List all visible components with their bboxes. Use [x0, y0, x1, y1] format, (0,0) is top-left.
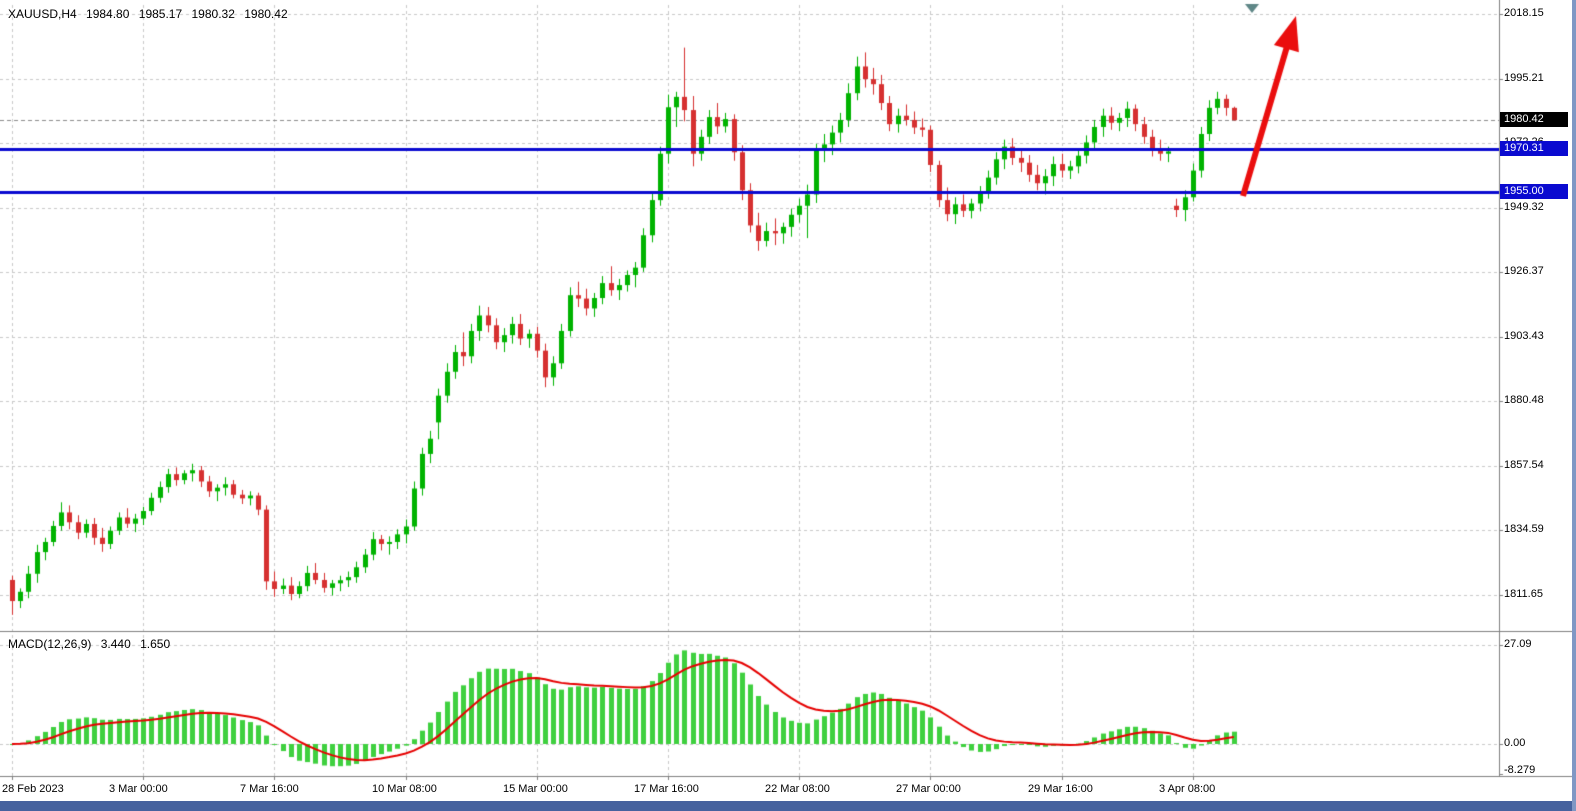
- window-border-right: [1572, 0, 1576, 811]
- window-border-bottom: [0, 801, 1576, 811]
